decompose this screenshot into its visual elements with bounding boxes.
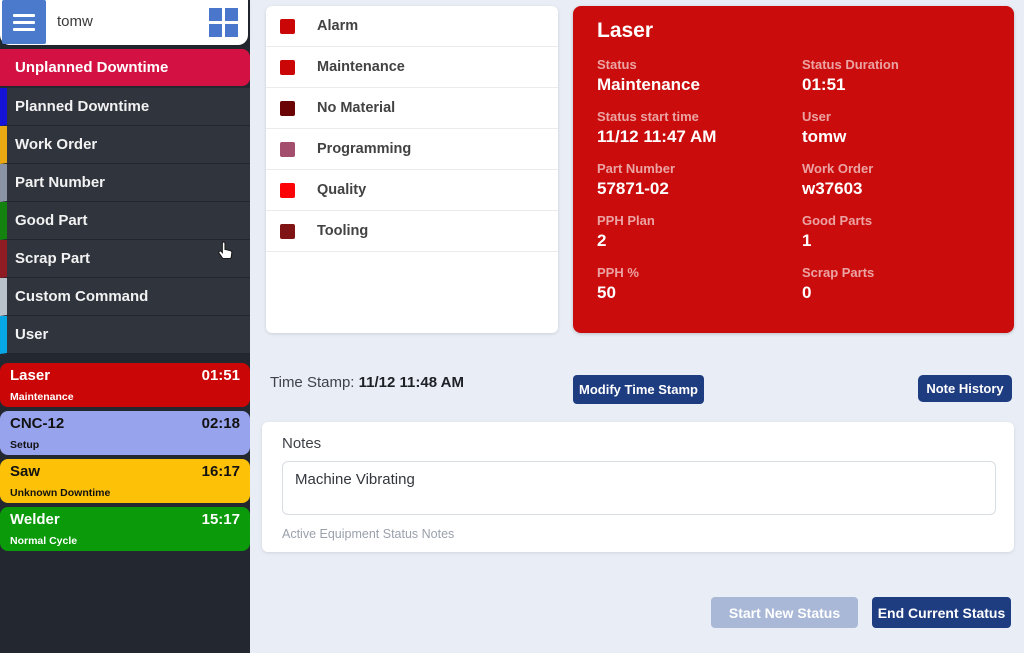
reason-color-swatch bbox=[280, 182, 295, 198]
machine-name: CNC-12 bbox=[10, 415, 65, 432]
reason-color-swatch bbox=[280, 18, 295, 34]
machine-name: Welder bbox=[10, 511, 60, 528]
notes-card: Notes Machine Vibrating Active Equipment… bbox=[262, 422, 1014, 552]
downtime-reason-list: Alarm Maintenance No Material Programmin… bbox=[266, 6, 558, 333]
note-history-button[interactable]: Note History bbox=[918, 375, 1012, 402]
field-pph-plan: PPH Plan 2 bbox=[597, 213, 655, 250]
field-part-number: Part Number 57871-02 bbox=[597, 161, 676, 198]
reason-color-swatch bbox=[280, 100, 295, 116]
sidebar-item-part-number[interactable]: Part Number bbox=[0, 164, 250, 202]
sidebar-item-good-part[interactable]: Good Part bbox=[0, 202, 250, 240]
timestamp-value: 11/12 11:48 AM bbox=[358, 374, 464, 391]
reason-color-swatch bbox=[280, 223, 295, 239]
modify-timestamp-button[interactable]: Modify Time Stamp bbox=[573, 375, 704, 404]
machine-duration: 02:18 bbox=[201, 415, 240, 432]
sidebar-item-label: Part Number bbox=[15, 174, 106, 191]
reason-label: Alarm bbox=[317, 18, 359, 34]
field-good-parts: Good Parts 1 bbox=[802, 213, 873, 250]
grid-icon[interactable] bbox=[209, 8, 238, 37]
reason-label: Quality bbox=[317, 182, 367, 198]
field-work-order: Work Order w37603 bbox=[802, 161, 874, 198]
reason-label: Maintenance bbox=[317, 59, 405, 75]
panel-title: Laser bbox=[597, 19, 654, 42]
menu-button[interactable] bbox=[2, 0, 46, 44]
field-user: User tomw bbox=[802, 109, 847, 146]
notes-helper-text: Active Equipment Status Notes bbox=[282, 527, 455, 541]
end-current-status-button[interactable]: End Current Status bbox=[872, 597, 1011, 628]
hamburger-icon bbox=[13, 13, 35, 31]
reason-item-alarm[interactable]: Alarm bbox=[266, 6, 558, 47]
sidebar-item-planned-downtime[interactable]: Planned Downtime bbox=[0, 88, 250, 126]
reason-color-swatch bbox=[280, 141, 295, 157]
sidebar-item-label: Scrap Part bbox=[15, 250, 91, 267]
field-scrap-parts: Scrap Parts 0 bbox=[802, 265, 875, 302]
machine-status: Unknown Downtime bbox=[10, 487, 111, 499]
status-fields: Status Maintenance Status Duration 01:51… bbox=[597, 57, 990, 317]
notes-title: Notes bbox=[282, 435, 322, 452]
machine-tile-welder[interactable]: Welder 15:17 Normal Cycle bbox=[0, 507, 250, 551]
start-new-status-button[interactable]: Start New Status bbox=[711, 597, 858, 628]
reason-item-programming[interactable]: Programming bbox=[266, 129, 558, 170]
machine-duration: 16:17 bbox=[201, 463, 240, 480]
field-status: Status Maintenance bbox=[597, 57, 700, 94]
machine-duration: 01:51 bbox=[201, 367, 240, 384]
sidebar-item-user[interactable]: User bbox=[0, 316, 250, 354]
machine-tile-laser[interactable]: Laser 01:51 Maintenance bbox=[0, 363, 250, 407]
reason-color-swatch bbox=[280, 59, 295, 75]
reason-item-tooling[interactable]: Tooling bbox=[266, 211, 558, 252]
field-status-start-time: Status start time 11/12 11:47 AM bbox=[597, 109, 717, 146]
machine-status: Normal Cycle bbox=[10, 535, 78, 547]
sidebar-item-label: Planned Downtime bbox=[15, 98, 150, 115]
timestamp-text: Time Stamp: 11/12 11:48 AM bbox=[270, 374, 464, 391]
reason-item-quality[interactable]: Quality bbox=[266, 170, 558, 211]
field-status-duration: Status Duration 01:51 bbox=[802, 57, 899, 94]
machine-tile-cnc-12[interactable]: CNC-12 02:18 Setup bbox=[0, 411, 250, 455]
reason-label: No Material bbox=[317, 100, 396, 116]
machine-list: Laser 01:51 Maintenance CNC-12 02:18 Set… bbox=[0, 363, 250, 555]
machine-duration: 15:17 bbox=[201, 511, 240, 528]
machine-name: Laser bbox=[10, 367, 51, 384]
sidebar-item-unplanned-downtime[interactable]: Unplanned Downtime bbox=[0, 49, 250, 86]
sidebar-item-label: Unplanned Downtime bbox=[15, 59, 169, 76]
sidebar-item-scrap-part[interactable]: Scrap Part bbox=[0, 240, 250, 278]
machine-status: Maintenance bbox=[10, 391, 74, 403]
reason-label: Tooling bbox=[317, 223, 369, 239]
equipment-status-panel: Laser Status Maintenance Status Duration… bbox=[573, 6, 1014, 333]
sidebar-command-list: Planned Downtime Work Order Part Number … bbox=[0, 88, 250, 354]
machine-name: Saw bbox=[10, 463, 41, 480]
user-input[interactable]: tomw bbox=[57, 13, 93, 30]
sidebar-item-custom-command[interactable]: Custom Command bbox=[0, 278, 250, 316]
sidebar-item-label: Good Part bbox=[15, 212, 88, 229]
reason-item-maintenance[interactable]: Maintenance bbox=[266, 47, 558, 88]
notes-input[interactable]: Machine Vibrating bbox=[282, 461, 996, 515]
sidebar-item-label: User bbox=[15, 326, 49, 343]
machine-status: Setup bbox=[10, 439, 40, 451]
sidebar: tomw Unplanned Downtime Planned Downtime… bbox=[0, 0, 250, 653]
field-pph-percent: PPH % 50 bbox=[597, 265, 639, 302]
reason-item-no-material[interactable]: No Material bbox=[266, 88, 558, 129]
sidebar-header: tomw bbox=[0, 0, 248, 45]
sidebar-item-work-order[interactable]: Work Order bbox=[0, 126, 250, 164]
sidebar-item-label: Custom Command bbox=[15, 288, 149, 305]
reason-label: Programming bbox=[317, 141, 412, 157]
timestamp-label: Time Stamp: bbox=[270, 374, 355, 391]
machine-tile-saw[interactable]: Saw 16:17 Unknown Downtime bbox=[0, 459, 250, 503]
sidebar-item-label: Work Order bbox=[15, 136, 98, 153]
